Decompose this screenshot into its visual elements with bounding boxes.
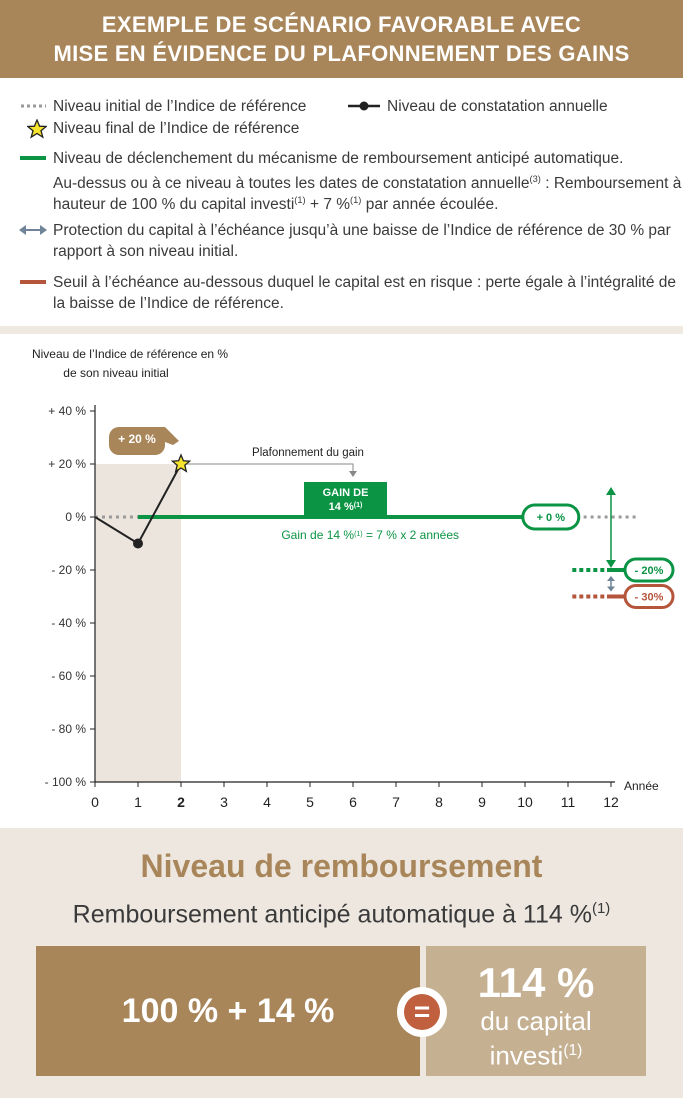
legend-trigger-line3: hauteur de 100 % du capital investi(1) +… — [53, 195, 499, 214]
protection-badge-bg — [623, 557, 675, 583]
x-tick-label: 12 — [603, 794, 619, 810]
equals-icon: = — [404, 994, 440, 1030]
legend-trigger-line2: Au-dessus ou à ce niveau à toutes les da… — [53, 174, 682, 193]
legend-annual-observation: Niveau de constatation annuelle — [387, 98, 608, 115]
zero-badge-bg — [521, 503, 581, 531]
protection-badge-label: - 20% — [635, 565, 664, 577]
formula-box: 100 % + 14 % — [36, 946, 420, 1076]
x-tick-label: 1 — [134, 794, 142, 810]
y-tick-label: + 40 % — [48, 404, 86, 418]
x-axis-label: Année — [624, 779, 659, 793]
green-line-icon — [20, 156, 46, 160]
dotted-line-icon — [21, 104, 46, 108]
separator-band — [0, 326, 683, 334]
y-tick-label: - 80 % — [51, 722, 86, 736]
result-line2: investi(1) — [489, 1040, 583, 1071]
title-line-2: MISE EN ÉVIDENCE DU PLAFONNEMENT DES GAI… — [53, 41, 630, 66]
gain-box-line2: 14 %(1) — [329, 501, 363, 513]
chart-area: Niveau de l’Indice de référence en % de s… — [0, 334, 683, 828]
protection-arrow-bottom — [606, 560, 616, 568]
cap-arrowhead — [349, 471, 357, 477]
observation-point — [133, 538, 143, 549]
x-tick-label: 0 — [91, 794, 99, 810]
risk-badge-bg — [623, 584, 675, 609]
result-value: 114 % — [477, 959, 595, 1006]
line-chart: Niveau de l’Indice de référence en % de s… — [32, 347, 675, 810]
x-tick-label: 10 — [517, 794, 533, 810]
repayment-subtitle: Remboursement anticipé automatique à 114… — [72, 900, 611, 929]
final-badge-label: + 20 % — [118, 432, 156, 446]
gap-arrow-top — [607, 576, 615, 581]
legend-initial-level: Niveau initial de l’Indice de référence — [53, 98, 307, 115]
y-tick-label: + 20 % — [48, 457, 86, 471]
x-tick-label: 9 — [478, 794, 486, 810]
x-tick-label: 5 — [306, 794, 314, 810]
x-tick-label: 2 — [177, 794, 185, 810]
observation-point-icon — [348, 101, 380, 111]
x-tick-label: 7 — [392, 794, 400, 810]
repayment-section: Niveau de remboursement Remboursement an… — [0, 828, 683, 1098]
zero-badge-label: + 0 % — [537, 512, 566, 524]
protection-arrow-top — [606, 487, 616, 495]
result-box: 114 % du capital investi(1) — [426, 946, 646, 1076]
gain-text: Gain de 14 %(1) = 7 % x 2 années — [281, 528, 459, 542]
double-arrow-icon — [19, 225, 47, 235]
equals-sign: = — [397, 987, 447, 1037]
star-icon — [27, 119, 47, 139]
cap-connector — [187, 463, 354, 472]
red-line-icon — [20, 280, 46, 284]
gain-box — [304, 482, 387, 518]
y-axis-label-2: de son niveau initial — [63, 366, 168, 380]
legend-final-level: Niveau final de l’Indice de référence — [53, 120, 300, 137]
legend: Niveau initial de l’Indice de référence … — [0, 78, 683, 328]
x-tick-label: 3 — [220, 794, 228, 810]
y-axis-label-1: Niveau de l’Indice de référence en % — [32, 347, 228, 361]
legend-trigger-line1: Niveau de déclenchement du mécanisme de … — [53, 150, 624, 167]
legend-risk-line2: la baisse de l’Indice de référence. — [53, 295, 284, 312]
final-level-star — [170, 453, 192, 473]
y-tick-label: - 40 % — [51, 616, 86, 630]
formula-text: 100 % + 14 % — [121, 991, 335, 1030]
x-tick-label: 6 — [349, 794, 357, 810]
y-tick-label: - 100 % — [45, 775, 87, 789]
final-badge-bg — [109, 427, 179, 455]
x-tick-label: 8 — [435, 794, 443, 810]
shaded-period — [95, 464, 181, 782]
gap-arrow-bottom — [607, 586, 615, 592]
risk-badge-label: - 30% — [635, 592, 664, 604]
title-line-1: EXEMPLE DE SCÉNARIO FAVORABLE AVEC — [101, 12, 582, 37]
y-tick-label: 0 % — [65, 510, 86, 524]
result-line1: du capital — [480, 1006, 592, 1036]
y-tick-label: - 60 % — [51, 669, 86, 683]
gain-box-line1: GAIN DE — [323, 487, 369, 499]
title-banner: EXEMPLE DE SCÉNARIO FAVORABLE AVEC MISE … — [0, 0, 683, 78]
x-tick-label: 4 — [263, 794, 271, 810]
y-tick-label: - 20 % — [51, 563, 86, 577]
cap-label: Plafonnement du gain — [252, 447, 364, 459]
repayment-title: Niveau de remboursement — [140, 848, 543, 884]
legend-protection-line2: rapport à son niveau initial. — [53, 243, 239, 260]
legend-risk-line1: Seuil à l’échéance au-dessous duquel le … — [53, 274, 676, 291]
legend-protection-line1: Protection du capital à l’échéance jusqu… — [53, 222, 671, 239]
x-tick-label: 11 — [561, 794, 576, 810]
